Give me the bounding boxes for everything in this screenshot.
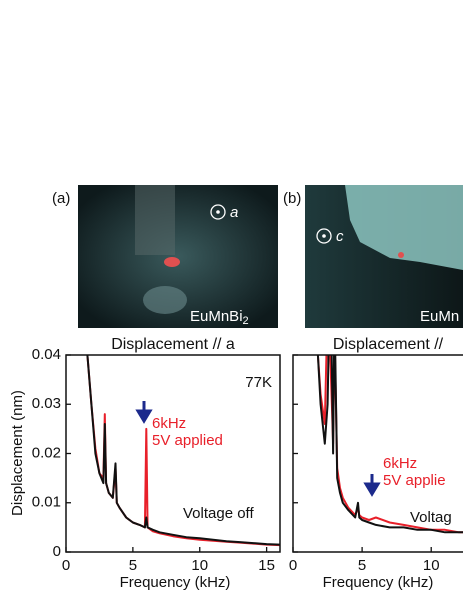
- arrow: [363, 474, 381, 497]
- x-tick-label: 10: [191, 557, 208, 574]
- annotation: 6kHz: [383, 455, 417, 472]
- photo-material: EuMnBi2: [190, 308, 249, 327]
- chart-title: Displacement //: [333, 336, 444, 353]
- panel-label: (b): [283, 190, 301, 207]
- x-tick-label: 5: [129, 557, 137, 574]
- y-tick-label: 0.02: [32, 444, 61, 461]
- plot-area: [86, 355, 280, 547]
- material-name: EuMnBi: [190, 308, 243, 325]
- annotation: Voltag: [410, 509, 452, 526]
- photo-detail: [345, 185, 463, 270]
- x-axis-label: Frequency (kHz): [323, 574, 434, 591]
- x-tick-label: 0: [62, 557, 70, 574]
- data-line: [316, 355, 463, 534]
- y-tick-label: 0: [53, 543, 61, 560]
- photo-axis-label: c: [336, 228, 344, 245]
- plot-frame: [292, 354, 463, 553]
- out-of-plane-symbol: [216, 210, 220, 214]
- plot-frame: [65, 354, 281, 553]
- x-tick-label: 10: [423, 557, 440, 574]
- out-of-plane-symbol: [316, 228, 332, 244]
- plot-area: [316, 355, 463, 534]
- arrow: [135, 401, 153, 424]
- photo-axis-label: a: [230, 204, 238, 221]
- x-tick-label: 0: [289, 557, 297, 574]
- y-axis-label: Displacement (nm): [9, 390, 26, 516]
- photo-detail: [143, 286, 187, 314]
- chart-title: Displacement // a: [111, 336, 235, 353]
- annotation: 5V applie: [383, 472, 446, 489]
- x-axis-label: Frequency (kHz): [120, 574, 231, 591]
- y-tick-label: 0.03: [32, 395, 61, 412]
- out-of-plane-symbol: [210, 204, 226, 220]
- x-tick-label: 5: [358, 557, 366, 574]
- y-tick-label: 0.04: [32, 346, 61, 363]
- annotation: 77K: [245, 374, 272, 391]
- out-of-plane-symbol: [322, 234, 326, 238]
- annotation: 6kHz: [152, 415, 186, 432]
- material-subscript: 2: [243, 315, 249, 327]
- data-line: [86, 355, 280, 546]
- panel-label: (a): [52, 190, 70, 207]
- annotation: 5V applied: [152, 432, 223, 449]
- annotation: Voltage off: [183, 505, 254, 522]
- photo-detail: [135, 185, 175, 255]
- y-tick-label: 0.01: [32, 494, 61, 511]
- photo-detail: [398, 252, 404, 258]
- photo-detail: [164, 257, 180, 267]
- photo-material: EuMn: [420, 308, 459, 325]
- x-tick-label: 15: [258, 557, 275, 574]
